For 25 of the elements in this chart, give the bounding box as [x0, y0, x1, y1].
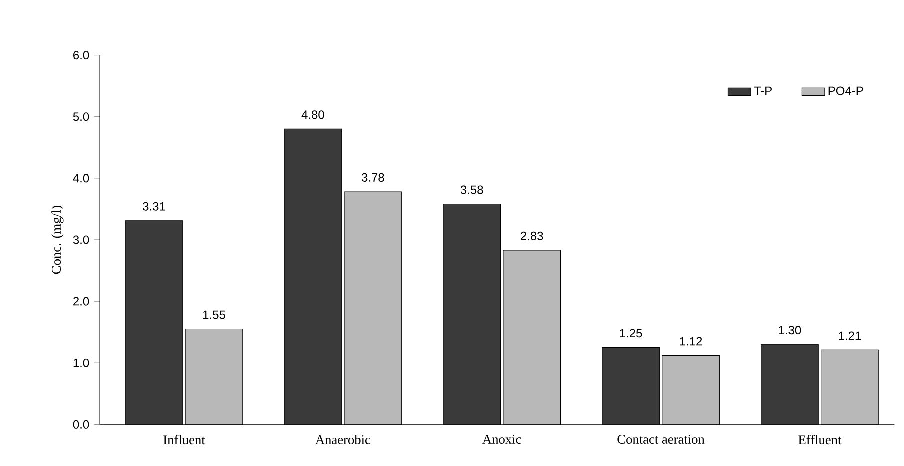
data-label: 3.58 [460, 186, 484, 194]
y-tick-label: 0.0 [73, 420, 90, 429]
data-label: 1.12 [680, 337, 702, 346]
data-label: 1.21 [839, 332, 862, 340]
x-tick-label: Anaerobic [316, 435, 371, 444]
legend-label: PO4-P [828, 86, 864, 96]
data-label: 1.25 [620, 329, 642, 338]
data-label: 4.80 [302, 110, 324, 120]
x-tick-label: Effluent [798, 435, 842, 445]
data-label: 2.83 [521, 232, 544, 240]
data-label: 3.78 [362, 173, 384, 182]
y-tick-label: 2.0 [74, 297, 90, 306]
x-tick-label: Contact aeration [618, 435, 705, 444]
y-tick-label: 1.0 [74, 358, 90, 368]
data-label: 1.30 [779, 326, 802, 335]
y-axis-title: Conc. (mg/l) [52, 206, 64, 274]
y-tick-label: 3.0 [73, 236, 90, 244]
x-tick-label: Anoxic [482, 435, 522, 444]
legend-label: T-P [754, 86, 772, 96]
data-label: 3.31 [143, 202, 166, 211]
data-label: 1.55 [203, 310, 226, 320]
y-tick-label: 5.0 [73, 112, 90, 122]
y-tick-label: 6.0 [74, 51, 90, 60]
y-tick-label: 4.0 [73, 174, 90, 183]
x-tick-label: Influent [164, 435, 206, 445]
